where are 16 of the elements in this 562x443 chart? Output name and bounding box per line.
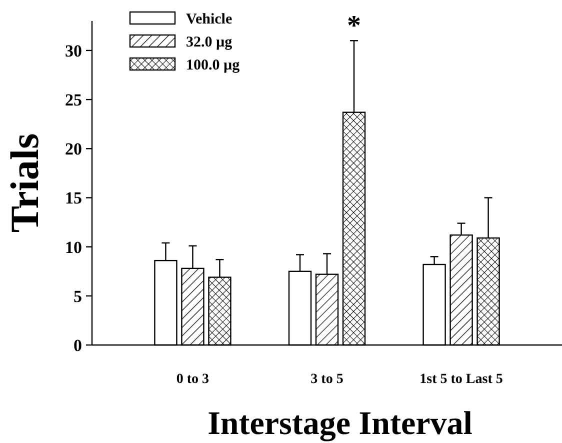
x-tick-label: 0 to 3 <box>176 372 210 387</box>
y-tick-label: 25 <box>65 90 82 110</box>
y-tick-label: 15 <box>65 188 82 208</box>
legend-label: 100.0 µg <box>186 57 240 74</box>
annotation: * <box>347 10 361 42</box>
x-axis-title: Interstage Interval <box>208 406 472 442</box>
legend-label: Vehicle <box>186 11 232 28</box>
y-tick-label: 0 <box>74 336 82 355</box>
y-tick-label: 30 <box>65 41 82 60</box>
x-tick-label: 3 to 5 <box>310 372 344 387</box>
y-tick-label: 10 <box>65 238 82 257</box>
legend-label: 32.0 µg <box>186 34 233 50</box>
x-tick-label: 1st 5 to Last 5 <box>420 372 503 387</box>
y-tick-label: 5 <box>74 286 82 306</box>
y-tick-label: 20 <box>65 140 82 159</box>
y-axis-title: Trials <box>2 133 47 233</box>
